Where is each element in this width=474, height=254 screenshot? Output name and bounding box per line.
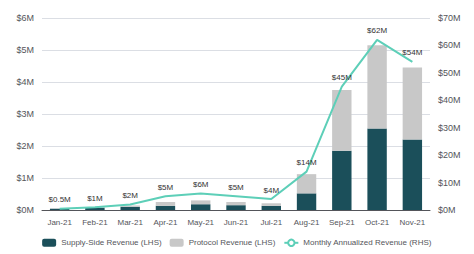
svg-text:$30M: $30M [438, 123, 461, 133]
svg-text:$0M: $0M [438, 205, 456, 215]
svg-text:Nov-21: Nov-21 [399, 218, 425, 227]
svg-text:$54M: $54M [402, 48, 422, 57]
svg-text:Protocol Revenue (LHS): Protocol Revenue (LHS) [189, 238, 276, 247]
svg-text:$20M: $20M [438, 150, 461, 160]
svg-text:$0M: $0M [16, 205, 34, 215]
svg-text:May-21: May-21 [187, 218, 214, 227]
svg-text:$3M: $3M [16, 109, 34, 119]
svg-text:Monthly Annualized Revenue (RH: Monthly Annualized Revenue (RHS) [303, 238, 431, 247]
svg-text:$2M: $2M [16, 141, 34, 151]
svg-text:$10M: $10M [438, 178, 461, 188]
svg-text:$1M: $1M [16, 173, 34, 183]
svg-text:$1M: $1M [87, 194, 103, 203]
svg-text:$5M: $5M [16, 45, 34, 55]
svg-text:Jun-21: Jun-21 [224, 218, 249, 227]
svg-text:$5M: $5M [228, 183, 244, 192]
svg-text:$60M: $60M [438, 40, 461, 50]
svg-text:$45M: $45M [332, 73, 352, 82]
svg-text:$14M: $14M [297, 158, 317, 167]
svg-text:Oct-21: Oct-21 [365, 218, 390, 227]
svg-text:Supply-Side Revenue (LHS): Supply-Side Revenue (LHS) [61, 238, 162, 247]
svg-text:$2M: $2M [122, 191, 138, 200]
svg-text:$6M: $6M [193, 180, 209, 189]
svg-text:$50M: $50M [438, 68, 461, 78]
svg-text:$6M: $6M [16, 13, 34, 23]
svg-text:$4M: $4M [16, 77, 34, 87]
svg-text:Jul-21: Jul-21 [260, 218, 282, 227]
svg-text:$40M: $40M [438, 95, 461, 105]
svg-text:Sep-21: Sep-21 [329, 218, 355, 227]
svg-text:Feb-21: Feb-21 [82, 218, 108, 227]
svg-text:$4M: $4M [263, 186, 279, 195]
svg-text:$70M: $70M [438, 13, 461, 23]
svg-text:$5M: $5M [158, 183, 174, 192]
svg-text:$62M: $62M [367, 26, 387, 35]
svg-text:Mar-21: Mar-21 [118, 218, 144, 227]
svg-text:Jan-21: Jan-21 [47, 218, 72, 227]
svg-text:$0.5M: $0.5M [49, 195, 72, 204]
svg-text:Apr-21: Apr-21 [153, 218, 178, 227]
svg-text:Aug-21: Aug-21 [294, 218, 320, 227]
